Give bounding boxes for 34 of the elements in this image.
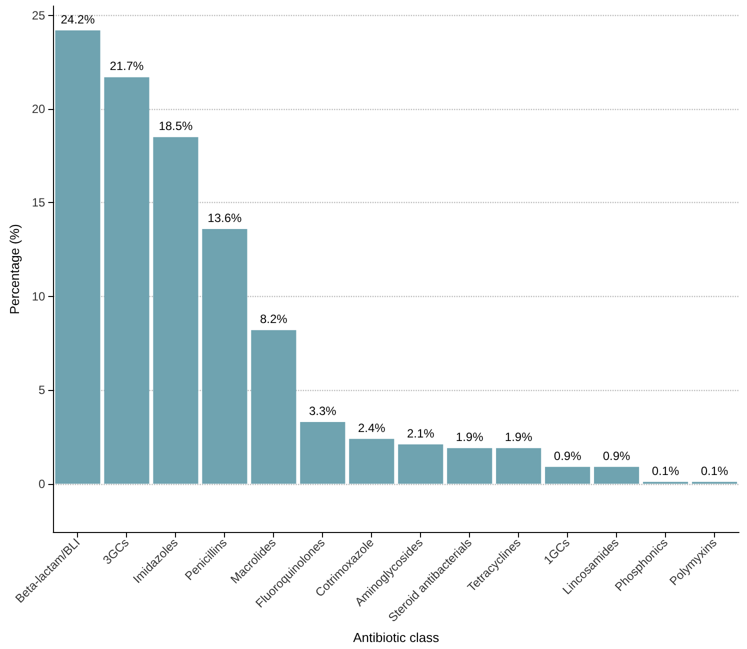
data-label: 3.3% [308,404,337,418]
x-axis-title: Antibiotic class [353,630,440,645]
bar [104,77,150,484]
data-label: 13.6% [208,210,242,225]
data-label: 24.2% [60,12,96,26]
bar [398,444,444,484]
data-label: 8.2% [260,312,288,326]
bar [300,422,346,484]
data-label: 1.9% [456,430,484,444]
y-axis-title: Percentage (%) [7,224,22,314]
data-label: 0.1% [652,464,680,478]
bar [55,30,100,484]
y-tick-label: 20 [32,102,46,116]
y-tick-label: 10 [32,289,46,304]
data-label: 1.9% [504,430,533,444]
data-label: 0.9% [554,448,582,463]
data-label: 2.1% [406,426,435,440]
bar [545,466,590,484]
bar [153,137,198,484]
y-tick-label: 0 [38,476,46,491]
bar [202,228,248,484]
y-tick-label: 5 [38,383,46,398]
bar [594,466,640,484]
bar [496,448,542,484]
bar [251,330,296,484]
data-label: 21.7% [110,59,144,74]
data-label: 0.1% [700,464,729,478]
bar [447,448,492,484]
data-label: 0.9% [602,448,631,463]
y-tick-label: 15 [32,196,46,210]
bar [349,438,394,484]
y-tick-label: 25 [32,8,46,22]
data-label: 2.4% [358,420,386,435]
data-label: 18.5% [158,119,194,134]
